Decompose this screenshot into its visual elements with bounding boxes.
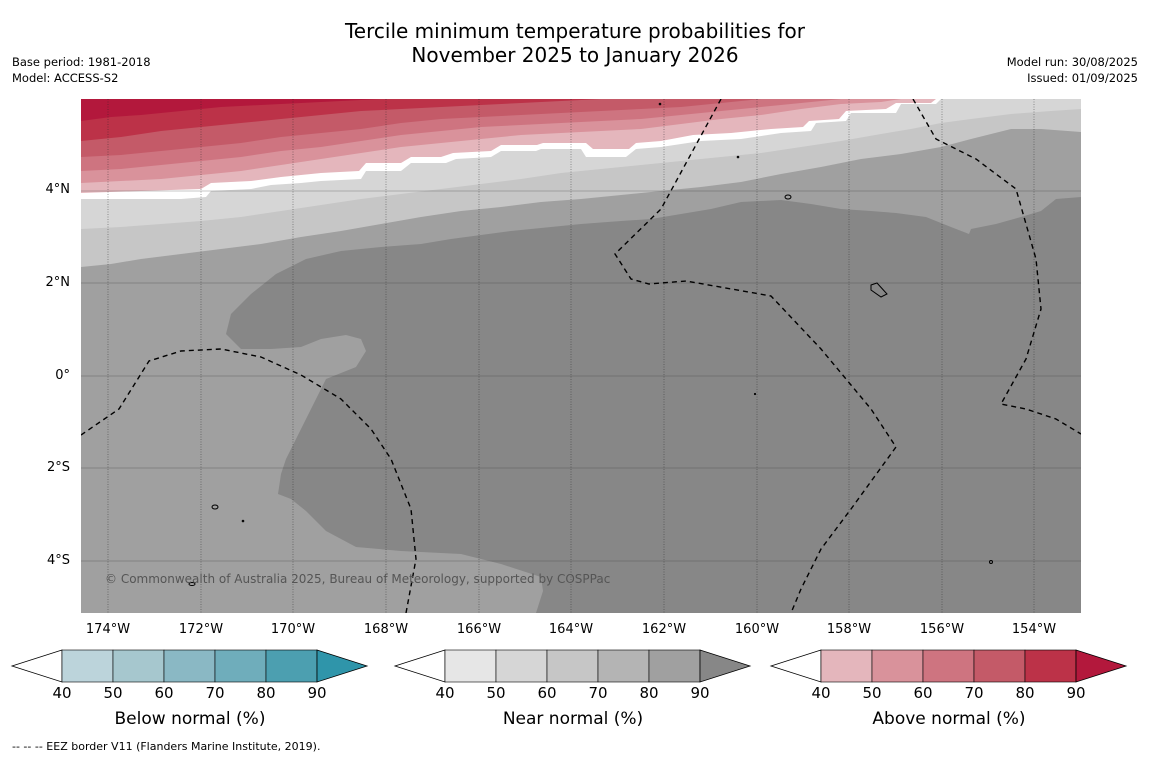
lon-label-172w: 172°W <box>178 622 224 637</box>
lon-label-164w: 164°W <box>548 622 594 637</box>
colorbar-extend-low <box>769 649 822 683</box>
colorbar-above-normal <box>769 649 1128 683</box>
lat-label-0: 0° <box>55 368 70 383</box>
colorbar-segment <box>444 649 497 683</box>
cbar0-tick-90: 90 <box>307 684 327 702</box>
cbar2-tick-70: 70 <box>964 684 984 702</box>
colorbar-segment <box>648 649 701 683</box>
cbar2-tick-50: 50 <box>862 684 882 702</box>
colorbar-segment <box>820 649 873 683</box>
colorbar-segment <box>61 649 114 683</box>
colorbar-extend-low <box>393 649 446 683</box>
lon-label-162w: 162°W <box>641 622 687 637</box>
eez-border-west <box>81 348 417 613</box>
colorbar-segment <box>973 649 1026 683</box>
title-line-2: November 2025 to January 2026 <box>411 43 739 67</box>
gridlines <box>81 190 1081 562</box>
cbar0-tick-60: 60 <box>154 684 174 702</box>
cbar0-tick-70: 70 <box>205 684 225 702</box>
lat-label-2s: 2°S <box>46 460 70 475</box>
eez-border-east <box>912 99 1081 435</box>
island-icon <box>784 194 792 200</box>
colorbar-segment <box>1024 649 1077 683</box>
title-line-1: Tercile minimum temperature probabilitie… <box>344 19 806 43</box>
cbar2-tick-40: 40 <box>811 684 831 702</box>
cbar0-tick-50: 50 <box>103 684 123 702</box>
lat-label-2n: 2°N <box>45 275 71 290</box>
copyright-notice: © Commonwealth of Australia 2025, Bureau… <box>105 572 611 586</box>
colorbar-segment <box>112 649 165 683</box>
colorbar-extend-high <box>1075 649 1128 683</box>
meridians <box>107 99 1035 613</box>
island-icon <box>188 582 196 586</box>
lon-label-160w: 160°W <box>734 622 780 637</box>
cbar1-tick-40: 40 <box>435 684 455 702</box>
lon-label-174w: 174°W <box>85 622 131 637</box>
lat-label-4n: 4°N <box>45 182 71 197</box>
colorbar-extend-low <box>10 649 63 683</box>
colorbar-segment <box>163 649 216 683</box>
cbar2-tick-80: 80 <box>1015 684 1035 702</box>
colorbar-segment <box>922 649 975 683</box>
region-above-90 <box>81 99 601 141</box>
eez-borders <box>81 99 1081 613</box>
lat-label-4s: 4°S <box>46 553 70 568</box>
probability-map <box>81 99 1081 613</box>
cbar2-tick-60: 60 <box>913 684 933 702</box>
cbar1-tick-90: 90 <box>690 684 710 702</box>
colorbar-label-below: Below normal (%) <box>114 709 266 729</box>
lon-label-170w: 170°W <box>270 622 316 637</box>
cbar2-tick-90: 90 <box>1066 684 1086 702</box>
cbar1-tick-60: 60 <box>537 684 557 702</box>
meta-right: Model run: 30/08/2025 Issued: 01/09/2025 <box>1007 54 1138 86</box>
map-title: Tercile minimum temperature probabilitie… <box>0 19 1150 67</box>
region-above-90-dark <box>81 99 381 121</box>
colorbar-below-normal <box>10 649 369 683</box>
lon-label-166w: 166°W <box>456 622 502 637</box>
colorbar-near-normal <box>393 649 752 683</box>
lon-label-168w: 168°W <box>363 622 409 637</box>
island-icon <box>736 155 740 159</box>
colorbar-extend-high <box>316 649 369 683</box>
lon-label-158w: 158°W <box>826 622 872 637</box>
cbar0-tick-40: 40 <box>52 684 72 702</box>
colorbar-segment <box>265 649 318 683</box>
eez-border-central <box>614 99 897 613</box>
cbar1-tick-80: 80 <box>639 684 659 702</box>
model-name: Model: ACCESS-S2 <box>12 71 119 85</box>
colorbar-extend-high <box>699 649 752 683</box>
eez-footnote: -- -- -- EEZ border V11 (Flanders Marine… <box>12 740 321 753</box>
island-icon <box>241 519 245 523</box>
island-icon <box>658 102 662 106</box>
island-icon <box>870 282 888 298</box>
base-period: Base period: 1981-2018 <box>12 55 151 69</box>
model-run: Model run: 30/08/2025 <box>1006 55 1138 69</box>
cbar1-tick-70: 70 <box>588 684 608 702</box>
colorbar-segment <box>871 649 924 683</box>
cbar0-tick-80: 80 <box>256 684 276 702</box>
colorbar-label-near: Near normal (%) <box>502 709 644 729</box>
colorbar-label-above: Above normal (%) <box>872 709 1026 729</box>
cbar1-tick-50: 50 <box>486 684 506 702</box>
island-icon <box>989 560 993 564</box>
lon-label-154w: 154°W <box>1011 622 1057 637</box>
islands <box>188 102 993 586</box>
colorbar-segment <box>214 649 267 683</box>
island-icon <box>753 392 757 396</box>
colorbar-segment <box>495 649 548 683</box>
colorbar-segment <box>597 649 650 683</box>
lon-label-156w: 156°W <box>919 622 965 637</box>
island-icon <box>211 504 219 510</box>
colorbar-segment <box>546 649 599 683</box>
meta-left: Base period: 1981-2018 Model: ACCESS-S2 <box>12 54 151 86</box>
issued-date: Issued: 01/09/2025 <box>1027 71 1138 85</box>
